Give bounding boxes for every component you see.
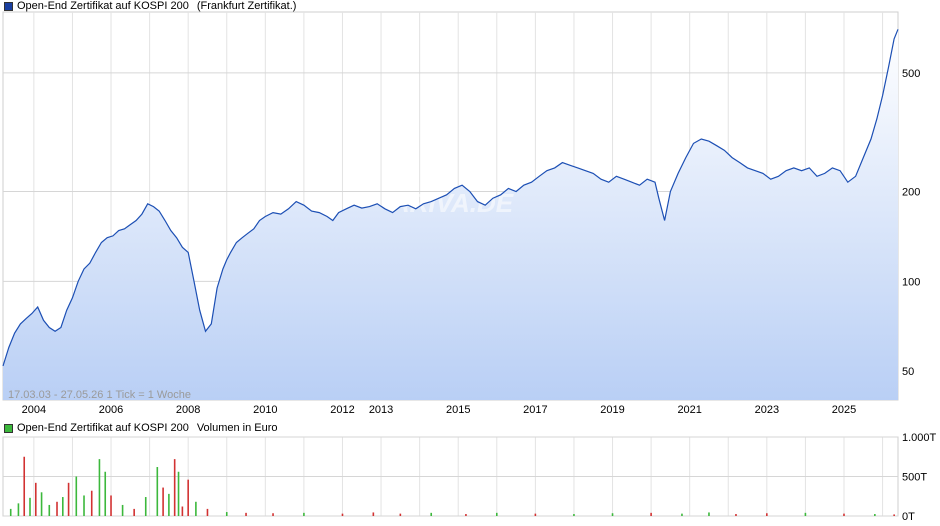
volume-y-tick-label: 1.000T [902, 432, 937, 444]
volume-bar [104, 471, 107, 516]
volume-bar [534, 513, 537, 516]
x-tick-label: 2023 [755, 404, 779, 416]
x-tick-label: 2008 [176, 404, 200, 416]
volume-bar [40, 492, 43, 516]
volume-bar [9, 508, 12, 516]
volume-bar [573, 514, 575, 516]
volume-bar [225, 512, 228, 516]
volume-panel: 0T 500T 1.000T [2, 432, 937, 523]
volume-bar [29, 497, 31, 516]
volume-bar [168, 493, 170, 516]
volume-bar [56, 501, 58, 516]
volume-bar [133, 508, 135, 516]
volume-bar [83, 495, 85, 516]
price-legend-exchange: (Frankfurt Zertifikat.) [196, 0, 297, 12]
volume-bar [75, 476, 78, 516]
price-y-tick-label: 500 [902, 68, 920, 80]
volume-bar [156, 467, 159, 516]
volume-bar [804, 512, 807, 516]
volume-bar [23, 456, 26, 516]
x-tick-label: 2021 [677, 404, 701, 416]
price-legend-series-name: Open-End Zertifikat auf KOSPI 200 [17, 0, 189, 12]
x-tick-label: 2004 [22, 404, 46, 416]
x-tick-label: 2019 [600, 404, 624, 416]
price-legend-swatch [4, 1, 13, 11]
price-series-line [2, 29, 899, 367]
volume-bar [650, 512, 652, 516]
volume-bar [34, 482, 37, 516]
x-tick-label: 2006 [99, 404, 123, 416]
volume-legend: Open-End Zertifikat auf KOSPI 200 Volume… [4, 422, 278, 434]
volume-bar [399, 513, 402, 516]
x-tick-label: 2010 [253, 404, 277, 416]
volume-bar [303, 512, 305, 516]
price-legend: Open-End Zertifikat auf KOSPI 200 (Frank… [4, 0, 296, 12]
volume-bar [121, 504, 124, 516]
volume-bar [177, 471, 180, 516]
volume-bar [195, 501, 197, 516]
volume-bar [206, 508, 209, 516]
volume-bar [187, 479, 189, 516]
volume-bar [874, 514, 876, 516]
volume-y-tick-label: 500T [902, 472, 927, 484]
volume-bar [48, 504, 51, 516]
volume-bar [144, 497, 147, 516]
price-y-tick-label: 200 [902, 187, 920, 199]
volume-bar [245, 512, 247, 516]
x-tick-label: 2017 [523, 404, 547, 416]
watermark-logo: ARIVA.DE [390, 188, 514, 218]
volume-bar [430, 512, 433, 516]
volume-bar [90, 490, 93, 516]
volume-bar [173, 459, 176, 516]
volume-bar [611, 513, 614, 516]
volume-bar [735, 514, 737, 516]
x-tick-label: 2013 [369, 404, 393, 416]
volume-bar [843, 513, 845, 516]
volume-bar [681, 513, 683, 516]
x-tick-label: 2012 [330, 404, 354, 416]
volume-bar [98, 459, 101, 516]
volume-bar [61, 497, 64, 516]
volume-bar [372, 512, 375, 516]
volume-bar [17, 503, 20, 516]
volume-legend-series-name: Open-End Zertifikat auf KOSPI 200 [17, 422, 189, 434]
volume-bar [162, 487, 164, 516]
volume-bar [181, 506, 184, 516]
volume-bar [893, 514, 895, 516]
volume-y-tick-label: 0T [902, 511, 915, 523]
volume-bar [110, 495, 112, 516]
volume-bar [495, 512, 498, 516]
volume-bar [341, 513, 344, 516]
price-area-fill [3, 29, 898, 401]
volume-legend-swatch [4, 423, 13, 433]
price-panel: 50 100 200 500 ARIVA.DE 2004 2006 2008 2010 2012 2… [2, 11, 920, 416]
volume-bar [766, 513, 768, 516]
volume-bar [708, 512, 710, 516]
volume-bar [465, 514, 467, 516]
volume-bar [67, 482, 70, 516]
price-y-tick-label: 100 [902, 276, 920, 288]
price-y-tick-label: 50 [902, 366, 914, 378]
x-tick-label: 2025 [832, 404, 856, 416]
date-range-note: 17.03.03 - 27.05.26 1 Tick = 1 Woche [8, 389, 191, 401]
volume-bar [272, 513, 274, 516]
x-tick-label: 2015 [446, 404, 470, 416]
volume-legend-label: Volumen in Euro [196, 422, 278, 434]
